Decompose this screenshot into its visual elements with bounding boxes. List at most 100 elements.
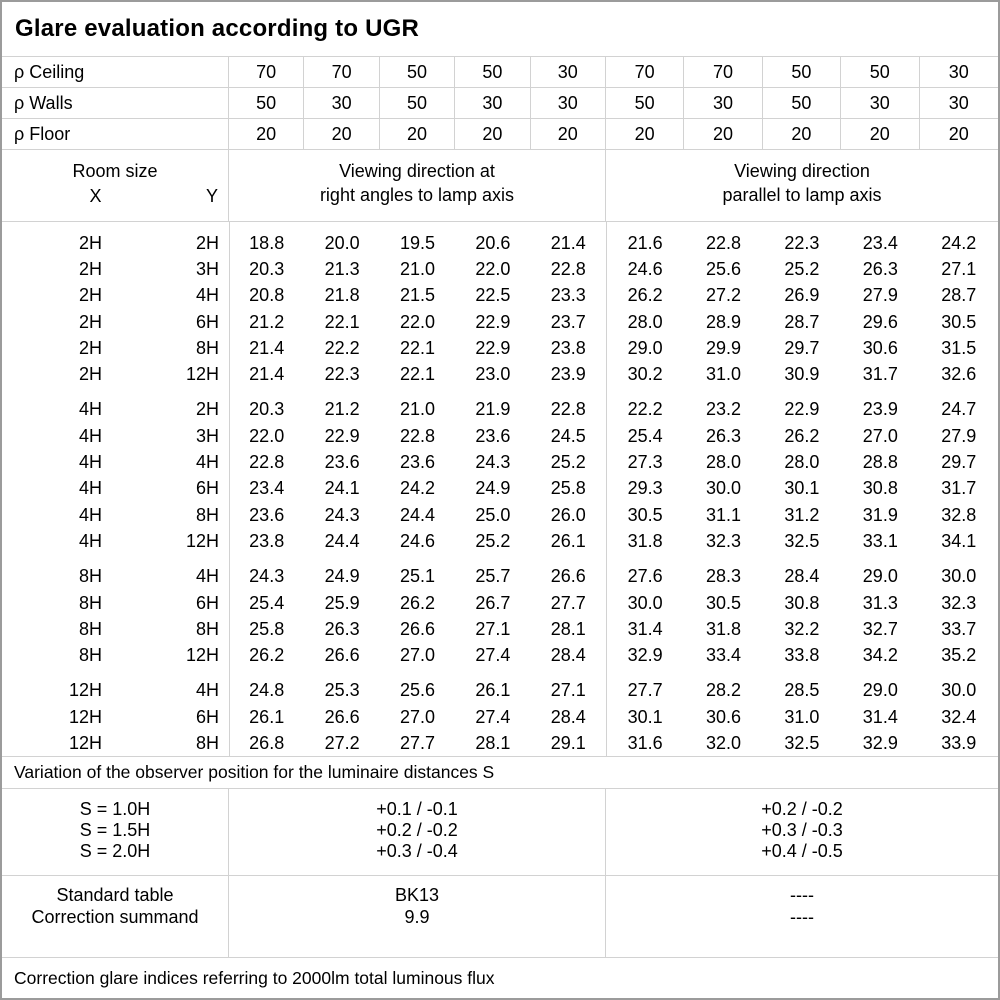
observer-variation-block: S = 1.0H S = 1.5H S = 2.0H +0.1 / -0.1 +… [2,789,998,876]
ugr-value-cell: 27.6 [627,566,663,587]
room-y-cell: 12H [185,364,219,385]
room-x-cell: 4H [78,425,102,446]
reflectance-value-cell: 20 [948,123,969,144]
room-size-header: Room size X Y [2,150,229,221]
ugr-value-cell: 32.3 [941,592,977,613]
reflectance-value-cell: 70 [684,57,763,87]
ugr-value-cell: 28.7 [941,285,977,306]
ugr-value-cell: 22.9 [324,425,360,446]
room-y-cell: 3H [195,425,219,446]
reflectance-value-cell: 30 [684,88,763,118]
room-y-cell: 8H [195,732,219,753]
ugr-value-cell: 22.9 [475,311,511,332]
room-x-cell: 12H [68,706,102,727]
reflectance-value-cell: 70 [229,57,305,87]
room-y-cell: 8H [195,618,219,639]
ugr-value-cell: 27.7 [550,592,586,613]
table-row: 2H 4H 20.8 21.8 21.5 22.5 23.3 26.2 27.2 26.9 27.9… [2,283,998,309]
reflectance-value-cell: 30 [531,57,606,87]
ugr-value-cell: 30.5 [627,504,663,525]
ugr-value-cell: 27.0 [862,425,898,446]
observer-variation-note: Variation of the observer position for t… [2,757,998,789]
ugr-value-cell: 20.3 [249,399,285,420]
ugr-value-cell: 26.8 [249,732,285,753]
room-y-cell: 2H [195,232,219,253]
room-y-cell: 6H [195,706,219,727]
ugr-value-cell: 28.4 [550,645,586,666]
ugr-value-cell: 32.9 [627,645,663,666]
reflectance-row-walls: ρ Walls 50 30 50 30 30 50 30 50 30 30 [2,88,998,119]
ugr-value-cell: 29.0 [627,337,663,358]
room-size-block: 2H 2H 18.8 20.0 19.5 20.6 21.4 21.6 22.8 22.3 23.4… [2,230,998,388]
ugr-value-cell: 23.8 [249,530,285,551]
s-distance-label: S = 2.0H [79,841,151,861]
ugr-value-cell: 25.2 [475,530,511,551]
room-y-cell: 4H [195,452,219,473]
ugr-value-cell: 31.0 [706,364,742,385]
reflectance-value-cell: 50 [763,88,842,118]
ugr-value-cell: 21.4 [249,337,285,358]
ugr-value-cell: 26.2 [784,425,820,446]
ugr-value-cell: 35.2 [941,645,977,666]
ugr-value-cell: 23.4 [862,232,898,253]
ugr-value-cell: 25.2 [550,452,586,473]
ugr-value-cell: 27.9 [862,285,898,306]
standard-table-value: ---- [790,885,814,905]
reflectance-value-cell: 50 [763,57,842,87]
ugr-value-cell: 27.9 [941,425,977,446]
ugr-value-cell: 23.6 [475,425,511,446]
ugr-value-cell: 30.8 [862,478,898,499]
standard-table-value: BK13 [394,885,440,905]
viewing-direction-right-angles-header: Viewing direction at right angles to lam… [229,150,606,221]
room-size-title: Room size [72,161,158,181]
summary-block: Standard table Correction summand BK13 9… [2,876,998,958]
table-row: 4H 6H 23.4 24.1 24.2 24.9 25.8 29.3 30.0 30.1 30.8… [2,476,998,502]
reflectance-label: ρ Ceiling [2,57,229,87]
ugr-value-cell: 24.9 [475,478,511,499]
ugr-value-cell: 26.3 [706,425,742,446]
reflectance-value-cell: 30 [948,61,969,82]
ugr-value-cell: 22.2 [324,337,360,358]
column-divider [606,222,607,756]
ugr-value-cell: 25.6 [706,258,742,279]
room-x-cell: 4H [78,478,102,499]
ugr-value-cell: 24.1 [324,478,360,499]
ugr-value-cell: 28.4 [784,566,820,587]
ugr-value-cell: 28.3 [706,566,742,587]
ugr-value-cell: 25.8 [550,478,586,499]
ugr-value-cell: 27.4 [475,645,511,666]
room-y-cell: 12H [185,645,219,666]
ugr-value-cell: 24.3 [249,566,285,587]
ugr-value-cell: 30.9 [784,364,820,385]
ugr-value-cell: 29.3 [627,478,663,499]
ugr-value-cell: 25.0 [475,504,511,525]
ugr-value-cell: 25.1 [399,566,435,587]
correction-summand-value: 9.9 [404,907,430,927]
s-distance-label: S = 1.0H [79,799,151,819]
ugr-value-cell: 27.0 [399,645,435,666]
ugr-value-cell: 22.1 [399,337,435,358]
reflectance-row-floor: ρ Floor 20 20 20 20 20 20 20 20 20 20 [2,119,998,150]
ugr-value-cell: 32.2 [784,618,820,639]
ugr-value-cell: 30.1 [627,706,663,727]
ugr-value-cell: 25.3 [324,680,360,701]
ugr-value-cell: 21.4 [249,364,285,385]
room-size-block: 4H 2H 20.3 21.2 21.0 21.9 22.8 22.2 23.2 22.9 23.9… [2,397,998,555]
reflectance-value-cell: 50 [380,57,456,87]
ugr-value-cell: 26.2 [399,592,435,613]
ugr-value-cell: 23.3 [550,285,586,306]
ugr-value-cell: 30.0 [941,566,977,587]
ugr-value-cell: 32.3 [706,530,742,551]
reflectance-value-cell: 50 [455,57,531,87]
reflectance-value-cell: 20 [531,119,606,149]
room-x-cell: 12H [68,680,102,701]
variation-value: +0.2 / -0.2 [761,799,843,819]
reflectance-value-cell: 50 [841,57,920,87]
ugr-value-cell: 28.4 [550,706,586,727]
reflectance-value-cell: 30 [841,88,920,118]
ugr-value-cell: 24.8 [249,680,285,701]
reflectance-value-cell: 70 [606,57,685,87]
ugr-value-cell: 24.7 [941,399,977,420]
variation-value: +0.3 / -0.3 [761,820,843,840]
ugr-value-cell: 29.9 [706,337,742,358]
